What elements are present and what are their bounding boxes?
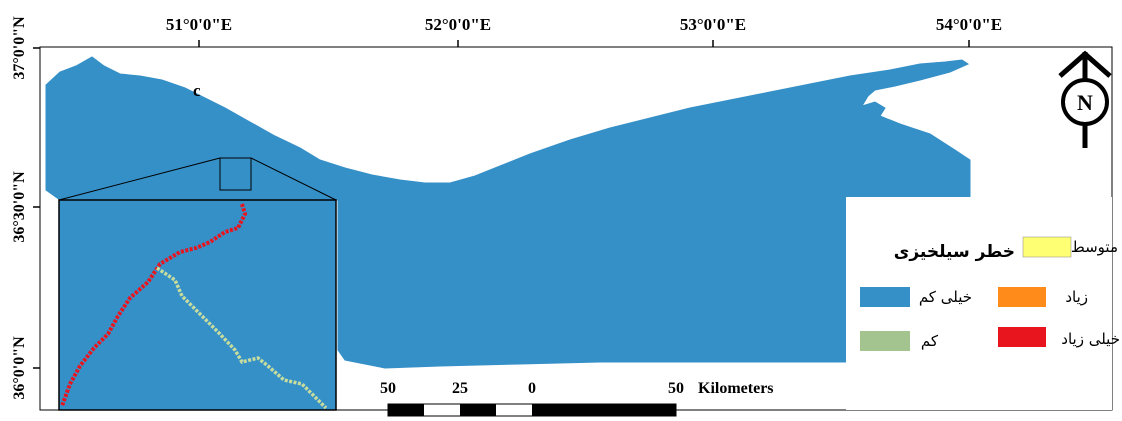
inset-low-risk-line	[156, 266, 328, 410]
latitude-label-36-30: 36°30'0"N	[11, 171, 28, 243]
legend-label-high: زیاد	[1065, 288, 1088, 306]
north-arrow-letter: N	[1077, 90, 1093, 115]
legend: خطر سیلخیزی متوسط خیلی کم زیاد کم خیلی ز…	[846, 197, 1120, 410]
latitude-label-37: 37°0'0"N	[11, 16, 28, 80]
longitude-ticks	[198, 40, 970, 47]
longitude-label-54: 54°0'0"E	[936, 15, 1002, 34]
scale-label-25: 25	[452, 380, 468, 397]
zoom-connector-left	[58, 157, 221, 201]
legend-label-very-low: خیلی کم	[919, 288, 972, 306]
inset-map	[58, 199, 337, 411]
longitude-label-52: 52°0'0"E	[425, 15, 491, 34]
legend-label-low: کم	[921, 332, 939, 350]
legend-title: خطر سیلخیزی	[894, 242, 1015, 262]
scale-label-50-right: 50	[668, 380, 684, 397]
panel-label: c	[193, 81, 201, 100]
longitude-label-51: 51°0'0"E	[166, 15, 232, 34]
legend-swatch-high	[998, 287, 1046, 307]
legend-swatch-low	[860, 331, 910, 351]
legend-swatch-medium	[1022, 236, 1072, 258]
scale-bar: 50 25 0 50 Kilometers	[380, 380, 774, 417]
legend-label-medium: متوسط	[1071, 238, 1118, 256]
legend-label-very-high: خیلی زیاد	[1061, 330, 1120, 348]
latitude-ticks	[33, 47, 40, 369]
longitude-label-53: 53°0'0"E	[680, 15, 746, 34]
legend-swatch-very-high	[998, 327, 1046, 347]
legend-swatch-very-low	[860, 287, 910, 307]
scale-label-0: 0	[528, 380, 536, 397]
scale-unit: Kilometers	[698, 380, 774, 397]
scale-label-50-left: 50	[380, 380, 396, 397]
zoom-extent-box	[219, 157, 252, 191]
zoom-connector-right	[250, 157, 337, 201]
north-arrow-icon: N	[1058, 50, 1112, 148]
latitude-label-36: 36°0'0"N	[11, 336, 28, 400]
inset-high-risk-line	[60, 203, 248, 407]
study-area-region	[45, 56, 971, 369]
